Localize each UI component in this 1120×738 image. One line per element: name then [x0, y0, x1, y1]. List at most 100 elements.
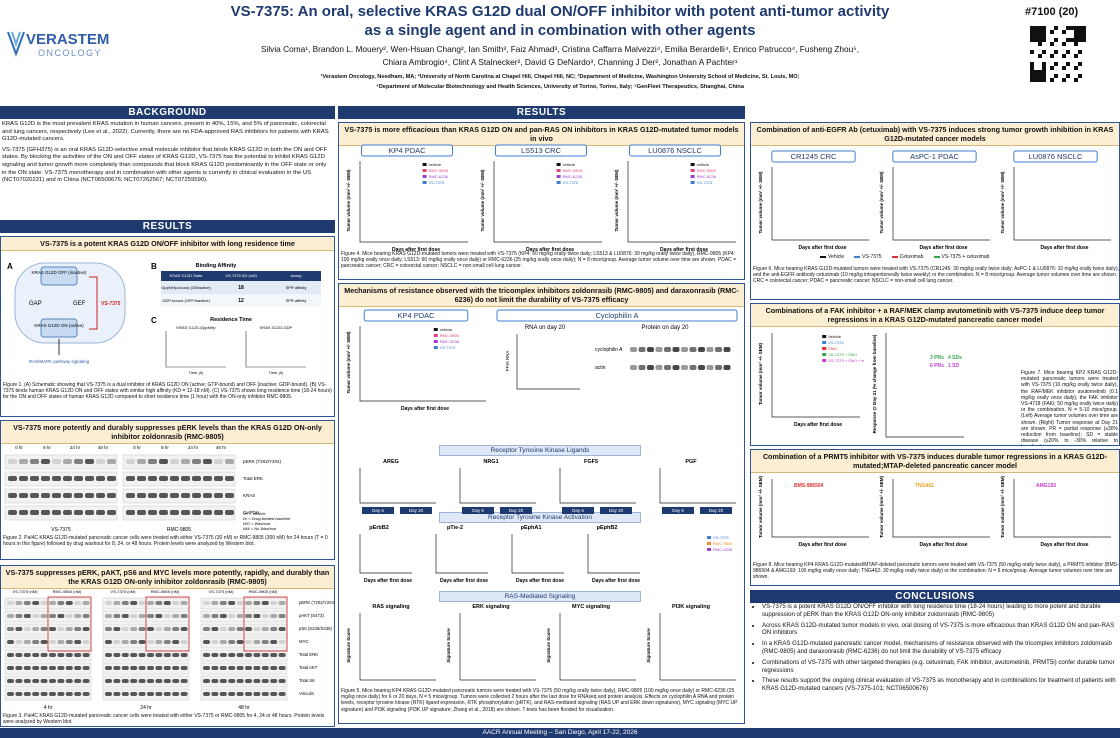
- figure-3: VS-7375 (nM) RMC-9805 (nM) 4 hr VS-7375 (nM…: [4, 589, 334, 711]
- legend-swatch: [822, 359, 827, 362]
- drug-label: AMG193: [1036, 483, 1056, 489]
- blot-band: [15, 601, 23, 605]
- qr-code: [1030, 26, 1086, 82]
- blot-band: [203, 614, 210, 618]
- blot-band: [236, 692, 244, 696]
- blot-band: [155, 640, 163, 644]
- table-cell: GDP-bound (OFF/inactive): [162, 298, 210, 303]
- blot-band: [40, 601, 48, 605]
- day-label: Day 20: [700, 507, 732, 514]
- axis-label: Days after first dose: [919, 245, 967, 251]
- qr-cell: [1038, 34, 1042, 38]
- plot-frame: [359, 613, 436, 681]
- axis-label: Signature Score: [446, 628, 451, 663]
- blot-band: [96, 459, 105, 464]
- blot-band: [180, 692, 188, 696]
- blot-band: [172, 679, 180, 683]
- drug-label: VS-7375 (nM): [111, 589, 137, 594]
- blot-band: [172, 640, 180, 644]
- blot-band: [214, 476, 223, 481]
- blot-band: [30, 510, 39, 515]
- plot-frame: [359, 326, 486, 402]
- key-label: Dr = Drug-treated baseline: [243, 516, 291, 521]
- blot-band: [96, 493, 105, 498]
- blot-band: [253, 692, 261, 696]
- blot-band: [278, 627, 286, 631]
- legend-swatch: [422, 169, 427, 172]
- legend-label: vehicle: [697, 162, 710, 167]
- blot: [4, 662, 92, 675]
- blot-band: [253, 653, 261, 657]
- blot-band: [163, 653, 171, 657]
- logo: VERASTEM ONCOLOGY: [7, 31, 109, 58]
- subsection-heading: Receptor Tyrosine Kinase Activation: [439, 512, 641, 523]
- blot-band: [211, 627, 219, 631]
- blot-band: [261, 679, 269, 683]
- blot-band: [148, 493, 157, 498]
- cyclophilin-panel: Cyclophilin A RNA on day 20 Protein on day…: [496, 309, 738, 390]
- blot-band: [163, 692, 171, 696]
- qr-cell: [1038, 38, 1042, 42]
- qr-cell: [1042, 78, 1046, 82]
- plot-title: LU0876 NSCLC: [648, 146, 702, 155]
- blot-band: [130, 640, 138, 644]
- day-label: Day 6: [562, 507, 594, 514]
- blot-band: [236, 627, 244, 631]
- blot: [200, 675, 288, 688]
- legend-swatch: [690, 169, 695, 172]
- plot: MYC signaling Signature Score: [546, 604, 636, 681]
- blot-band: [203, 510, 212, 515]
- plot-title-box: [771, 150, 856, 163]
- plot-title: Protein on day 20: [641, 325, 689, 331]
- qr-cell: [1030, 62, 1034, 66]
- panel-letter: C: [151, 316, 157, 325]
- blot-band: [23, 666, 31, 670]
- plot-frame: [892, 167, 990, 241]
- plot-title: PI3K signaling: [672, 604, 710, 610]
- blot-band: [219, 601, 227, 605]
- schematic-label: KRAS G12D OFF (inactive): [31, 270, 87, 275]
- section-heading: RESULTS: [338, 106, 745, 119]
- blot-band: [40, 640, 48, 644]
- blot: [102, 688, 190, 701]
- paragraph: VS-7375 (GFH375) is an oral KRAS G12D-se…: [2, 146, 328, 184]
- plot-frame: [459, 468, 536, 504]
- blot-band: [126, 493, 135, 498]
- blot-band: [121, 653, 129, 657]
- legend-swatch: [822, 335, 827, 338]
- blot-band: [172, 614, 180, 618]
- legend-swatch: [556, 175, 561, 178]
- blot-band: [163, 640, 171, 644]
- qr-cell: [1062, 42, 1066, 46]
- blot-band: [7, 627, 14, 631]
- plot-frame: [559, 613, 636, 681]
- legend-entry: VS-7375: [854, 254, 882, 260]
- legend-entry: Cetuximab: [891, 254, 924, 260]
- figure-panel: Mechanisms of resistance observed with t…: [338, 283, 745, 724]
- blot-band: [253, 679, 261, 683]
- plot-frame: [892, 479, 990, 538]
- row-label: pERK (T202/Y204): [243, 459, 282, 464]
- blot-band: [138, 601, 146, 605]
- blot-band: [225, 510, 234, 515]
- drug-label: RMC-9805 (nM): [53, 589, 82, 594]
- key-label: NW = No Washout: [243, 526, 277, 531]
- qr-cell: [1030, 38, 1034, 42]
- qr-cell: [1034, 34, 1038, 38]
- axis-label: Tumor volume (mm³ +/- SEM): [480, 169, 485, 232]
- panel-title: Combination of anti-EGFR Ab (cetuximab) …: [751, 123, 1119, 146]
- highlight: [47, 596, 92, 652]
- blot-band: [245, 627, 252, 631]
- qr-cell: [1034, 38, 1038, 42]
- plot: Tumor volume (mm³ +/- SEM) Days after fir…: [758, 333, 864, 428]
- annotation: 3 PRs: [930, 355, 944, 361]
- blot-band: [163, 627, 171, 631]
- axis-label: Days after first dose: [440, 578, 488, 584]
- blot-band: [41, 476, 50, 481]
- axis-label: Tumor volume (mm³ +/- SEM): [758, 342, 763, 405]
- plot-title: FGF5: [584, 459, 598, 465]
- plot: Tumor volume (mm³ +/- SEM) Days after fir…: [758, 475, 869, 548]
- plot-frame: [359, 534, 412, 574]
- blot-band: [137, 459, 146, 464]
- caption: Figure 8. Mice bearing KP4 KRAS G12D-mut…: [753, 562, 1119, 581]
